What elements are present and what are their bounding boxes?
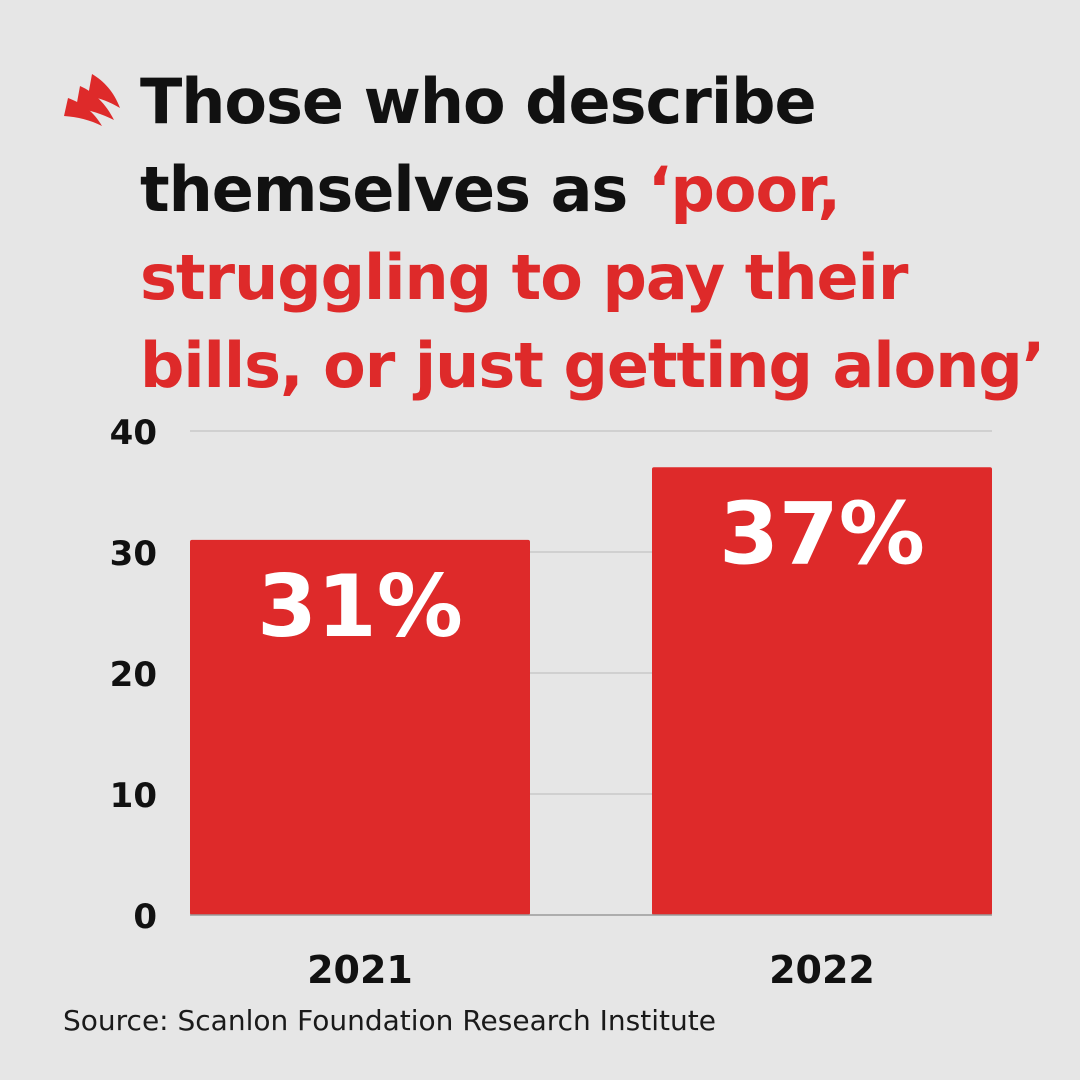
data-label-2021: 31% bbox=[257, 557, 463, 657]
y-tick-label: 40 bbox=[110, 413, 157, 453]
data-label-2022: 37% bbox=[719, 484, 925, 584]
y-tick-label: 20 bbox=[110, 655, 157, 695]
x-tick-label: 2021 bbox=[307, 948, 413, 992]
y-tick-label: 30 bbox=[110, 534, 157, 574]
bar-2021 bbox=[190, 539, 530, 915]
x-tick-label: 2022 bbox=[769, 948, 875, 992]
y-tick-label: 0 bbox=[133, 897, 157, 937]
y-tick-label: 10 bbox=[110, 776, 157, 816]
title-highlight: ‘poor, struggling to pay their bills, or… bbox=[140, 153, 1045, 402]
title-prefix: Those who describe themselves as bbox=[140, 65, 817, 226]
bar-2022 bbox=[652, 467, 992, 915]
sbs-logo-icon bbox=[64, 74, 120, 126]
source-note: Source: Scanlon Foundation Research Inst… bbox=[63, 1004, 716, 1037]
chart-title: Those who describe themselves as ‘poor, … bbox=[140, 58, 1060, 410]
